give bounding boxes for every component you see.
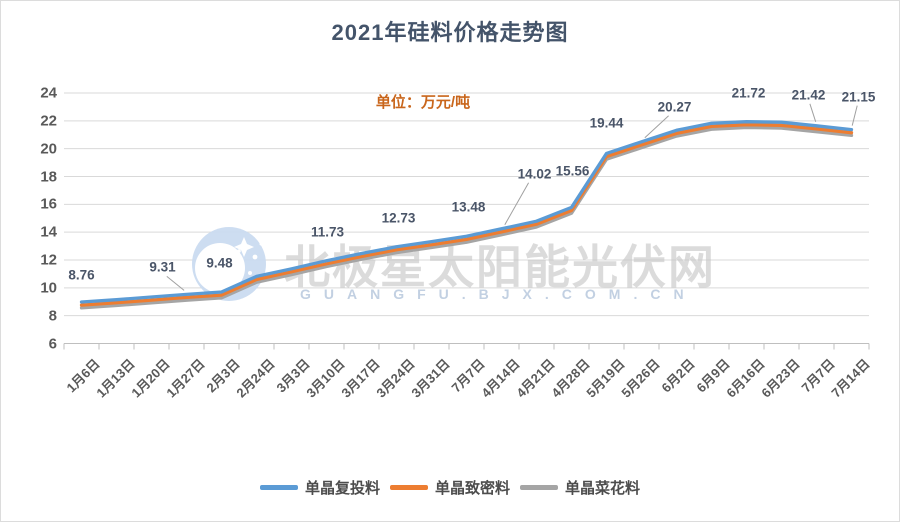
data-label: 8.76 [68, 267, 95, 283]
data-label: 15.56 [555, 163, 590, 179]
legend-label: 单晶复投料 [304, 480, 380, 497]
data-label: 9.48 [206, 255, 233, 271]
watermark-text: 北极星太阳能光伏网 [284, 241, 716, 293]
y-tick-label: 12 [40, 251, 57, 269]
data-label: 11.73 [310, 224, 345, 240]
series-line-单晶致密料 [79, 123, 854, 307]
data-label: 13.48 [451, 199, 486, 215]
unit-label: 单位：万元/吨 [375, 94, 471, 111]
line-swatch-icon [389, 485, 428, 490]
legend-label: 单晶致密料 [434, 480, 510, 497]
line-swatch-icon [259, 485, 298, 490]
series-line-单晶菜花料 [79, 125, 854, 310]
y-tick-label: 22 [40, 112, 57, 130]
data-label: 9.31 [149, 259, 176, 275]
y-tick-label: 10 [40, 279, 57, 297]
y-tick-label: 16 [40, 195, 57, 213]
y-tick-label: 14 [40, 223, 57, 241]
label-leader-line [644, 115, 669, 139]
y-tick-label: 18 [40, 168, 57, 185]
data-label: 14.02 [517, 166, 552, 182]
y-tick-label: 6 [48, 335, 57, 352]
legend-label: 单晶菜花料 [565, 480, 641, 497]
y-tick-label: 8 [48, 307, 57, 325]
data-label: 20.27 [657, 99, 692, 115]
series-line-单晶复投料 [79, 120, 854, 304]
data-label: 21.15 [841, 89, 876, 105]
legend-item-caihual: 单晶菜花料 [520, 477, 640, 498]
y-tick-label: 24 [40, 84, 57, 102]
data-label: 19.44 [589, 115, 624, 131]
data-label: 21.72 [731, 85, 766, 101]
label-leader-line [504, 182, 530, 226]
data-label: 12.73 [381, 210, 416, 226]
legend-item-zhimil: 单晶致密料 [389, 477, 510, 498]
data-label: 21.42 [791, 87, 826, 103]
line-swatch-icon [520, 485, 558, 490]
label-leader-line [809, 103, 817, 122]
label-leader-line [851, 105, 858, 126]
chart-title: 2021年硅料价格走势图 [331, 20, 569, 45]
y-tick-label: 20 [40, 140, 57, 158]
watermark-subtext: GUANGFU.BJX.COM.CN [300, 286, 697, 302]
legend: 单晶复投料 单晶致密料 单晶菜花料 [1, 477, 899, 498]
legend-item-futoul: 单晶复投料 [259, 477, 380, 498]
label-leader-line [166, 276, 185, 291]
